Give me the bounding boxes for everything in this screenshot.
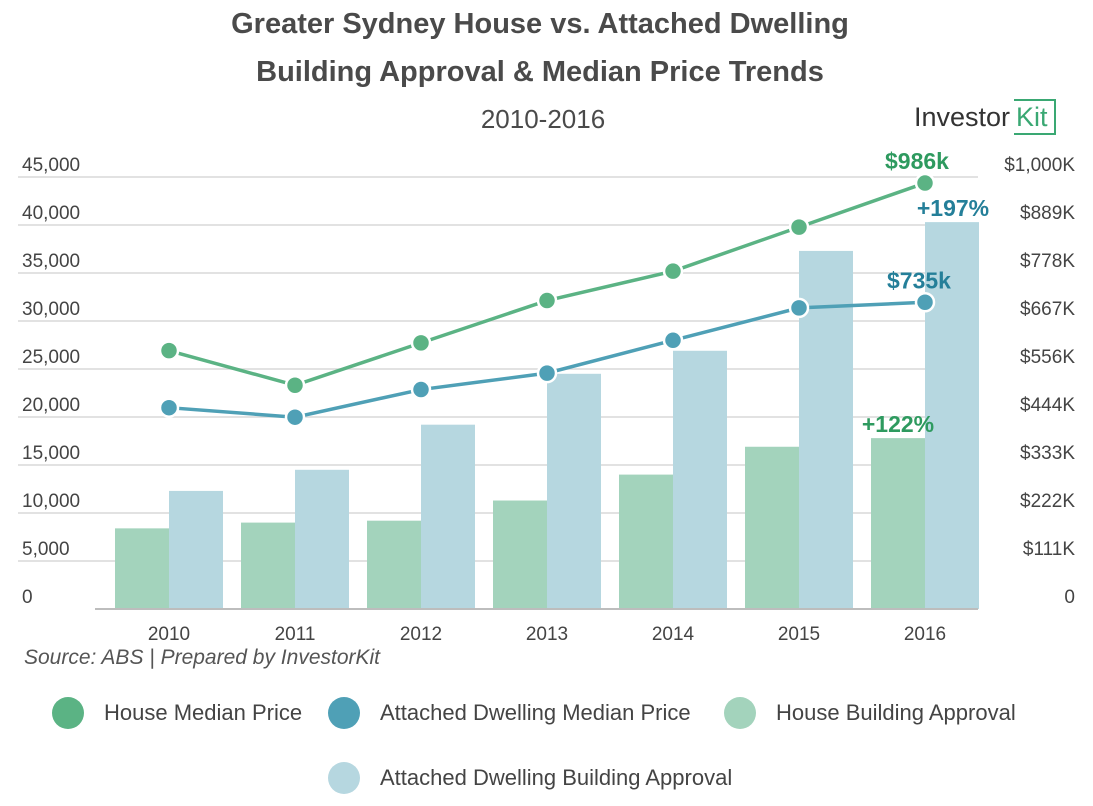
bar-attached-approval-2013 (547, 373, 601, 609)
point-attached-price-2010 (158, 397, 180, 418)
left-axis-tick-label: 45,000 (22, 155, 80, 176)
point-attached-price-2014 (662, 330, 684, 351)
bar-house-approval-2014 (619, 474, 673, 609)
point-house-price-2013 (536, 290, 558, 311)
right-axis-tick-label: $444K (1020, 395, 1075, 416)
bar-attached-approval-2016 (925, 222, 979, 609)
legend-house-building-approval: House Building Approval (724, 697, 1016, 729)
x-axis-tick-label: 2011 (275, 624, 316, 645)
combo-chart: 0 5,000 10,000 15,000 20,000 25,000 30,000 35,0… (18, 148, 1075, 645)
legend-label: House Building Approval (776, 700, 1016, 725)
left-axis-tick-label: 25,000 (22, 347, 80, 368)
bar-house-approval-2012 (367, 520, 421, 609)
left-axis-tick-label: 20,000 (22, 395, 80, 416)
x-axis-ticks: 2010 2011 2012 2013 2014 2015 2016 (148, 624, 946, 645)
point-house-price-2012 (410, 332, 432, 354)
left-axis-tick-label: 15,000 (22, 443, 80, 464)
bar-attached-approval-2010 (169, 490, 223, 609)
legend-house-median-price: House Median Price (52, 697, 302, 729)
x-axis-tick-label: 2015 (778, 624, 820, 645)
right-axis-tick-label: $333K (1020, 443, 1075, 464)
right-axis-tick-label: 0 (1064, 587, 1075, 608)
point-house-price-2014 (662, 260, 684, 282)
x-axis-tick-label: 2016 (904, 624, 946, 645)
left-axis-tick-label: 10,000 (22, 491, 80, 512)
left-axis-tick-label: 35,000 (22, 251, 80, 272)
annotation-label: +197% (917, 195, 989, 221)
x-axis-tick-label: 2014 (652, 624, 695, 645)
bar-attached-approval-2011 (295, 469, 349, 609)
right-axis-tick-label: $889K (1020, 203, 1075, 224)
right-axis-ticks: 0 $111K $222K $333K $444K $556K $667K $778K $889… (1004, 155, 1075, 608)
chart-subtitle: 2010-2016 (480, 104, 606, 134)
legend-attached-median-price: Attached Dwelling Median Price (328, 697, 691, 729)
right-axis-tick-label: $556K (1020, 347, 1075, 368)
point-house-price-2010 (158, 340, 180, 361)
bar-house-approval-2010 (115, 528, 169, 609)
x-axis-tick-label: 2010 (148, 624, 190, 645)
bar-house-approval-2011 (241, 522, 295, 609)
annotations: $986k +197% $735k +122% (862, 148, 989, 437)
left-axis-tick-label: 40,000 (22, 203, 80, 224)
point-attached-price-2016 (914, 292, 936, 313)
bar-attached-approval-2014 (673, 350, 727, 609)
point-house-price-2015 (788, 216, 810, 238)
annotation-label: $986k (885, 148, 949, 174)
right-axis-tick-label: $111K (1023, 539, 1075, 560)
bar-attached-approval-2012 (421, 424, 475, 609)
left-axis-tick-label: 0 (22, 587, 33, 608)
bars (115, 222, 979, 610)
legend-swatch (52, 697, 84, 729)
point-attached-price-2011 (284, 406, 306, 428)
legend-label: House Median Price (104, 700, 303, 725)
annotation-label: $735k (887, 267, 951, 293)
x-axis-tick-label: 2012 (400, 624, 442, 645)
logo-text-main: Investor (914, 101, 1011, 132)
legend-swatch (724, 697, 756, 729)
point-house-price-2011 (284, 374, 306, 396)
right-axis-tick-label: $1,000K (1004, 155, 1075, 176)
x-axis-tick-label: 2013 (526, 624, 568, 645)
left-axis-ticks: 0 5,000 10,000 15,000 20,000 25,000 30,000 35,0… (22, 155, 80, 608)
legend-attached-building-approval: Attached Dwelling Building Approval (328, 762, 732, 794)
point-house-price-2016 (914, 172, 936, 194)
left-axis-tick-label: 30,000 (22, 299, 80, 320)
left-axis-tick-label: 5,000 (22, 539, 70, 560)
legend-swatch (328, 762, 360, 794)
right-axis-tick-label: $778K (1020, 251, 1075, 272)
legend-label: Attached Dwelling Building Approval (380, 765, 733, 790)
bar-house-approval-2016 (871, 438, 925, 609)
right-axis-tick-label: $667K (1020, 299, 1075, 320)
point-attached-price-2012 (410, 379, 432, 400)
bar-house-approval-2013 (493, 500, 547, 609)
point-attached-price-2013 (536, 362, 558, 384)
legend-label: Attached Dwelling Median Price (380, 700, 691, 725)
legend-swatch (328, 697, 360, 729)
price-lines (158, 172, 936, 428)
right-axis-tick-label: $222K (1020, 491, 1075, 512)
investorkit-logo: Investor Kit (914, 97, 1074, 137)
source-note: Source: ABS | Prepared by InvestorKit (24, 646, 381, 669)
chart-title-line-1: Greater Sydney House vs. Attached Dwelli… (231, 8, 849, 40)
point-attached-price-2015 (788, 297, 810, 319)
bar-house-approval-2015 (745, 446, 799, 609)
logo-text-kit: Kit (1014, 99, 1056, 135)
annotation-label: +122% (862, 411, 934, 437)
chart-title-line-2: Building Approval & Median Price Trends (256, 56, 824, 88)
